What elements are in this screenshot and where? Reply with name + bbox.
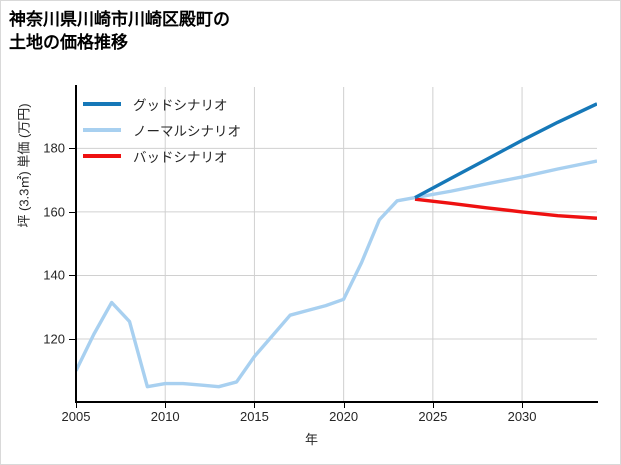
plot-area [76, 87, 597, 401]
y-tick-mark [69, 275, 75, 277]
y-tick-label: 140 [43, 267, 65, 283]
legend-label-normal: ノーマルシナリオ [133, 124, 241, 139]
x-tick-mark [522, 403, 524, 408]
y-axis-title: 坪 (3.3㎡) 単価 (万円) [16, 103, 32, 228]
y-tick-mark [69, 211, 75, 213]
y-tick-label: 160 [43, 204, 65, 220]
x-tick-label: 2015 [239, 409, 269, 424]
x-tick-label: 2025 [418, 409, 448, 424]
series-line [414, 102, 597, 200]
legend-item-normal[interactable]: ノーマルシナリオ [83, 121, 241, 139]
x-tick-label: 2005 [61, 409, 91, 424]
legend-label-good: グッドシナリオ [133, 98, 228, 113]
legend-label-bad: バッドシナリオ [133, 150, 228, 165]
x-tick-mark [165, 403, 167, 408]
series-line [76, 159, 597, 389]
plot-svg [76, 87, 597, 401]
x-tick-label: 2030 [507, 409, 537, 424]
x-tick-label: 2020 [329, 409, 359, 424]
y-axis-spine [75, 85, 77, 403]
y-tick-mark [69, 148, 75, 150]
x-tick-label: 2010 [150, 409, 180, 424]
y-tick-label: 180 [43, 140, 65, 156]
legend-item-bad[interactable]: バッドシナリオ [83, 147, 241, 165]
series-layer [76, 102, 597, 389]
x-tick-mark [254, 403, 256, 408]
legend-item-good[interactable]: グッドシナリオ [83, 95, 241, 113]
y-tick-label: 120 [43, 331, 65, 347]
y-tick-mark [69, 339, 75, 341]
x-tick-mark [76, 403, 77, 408]
x-axis-title: 年 [304, 432, 318, 447]
x-axis-spine [75, 401, 598, 403]
series-line [414, 197, 597, 220]
legend-swatch-good [83, 102, 121, 106]
legend-swatch-normal [83, 128, 121, 132]
chart-legend: グッドシナリオ ノーマルシナリオ バッドシナリオ [83, 91, 241, 165]
legend-swatch-bad [83, 154, 121, 158]
x-tick-mark [343, 403, 345, 408]
page-title: 神奈川県川崎市川崎区殿町の 土地の価格推移 [9, 10, 230, 53]
x-tick-mark [432, 403, 434, 408]
